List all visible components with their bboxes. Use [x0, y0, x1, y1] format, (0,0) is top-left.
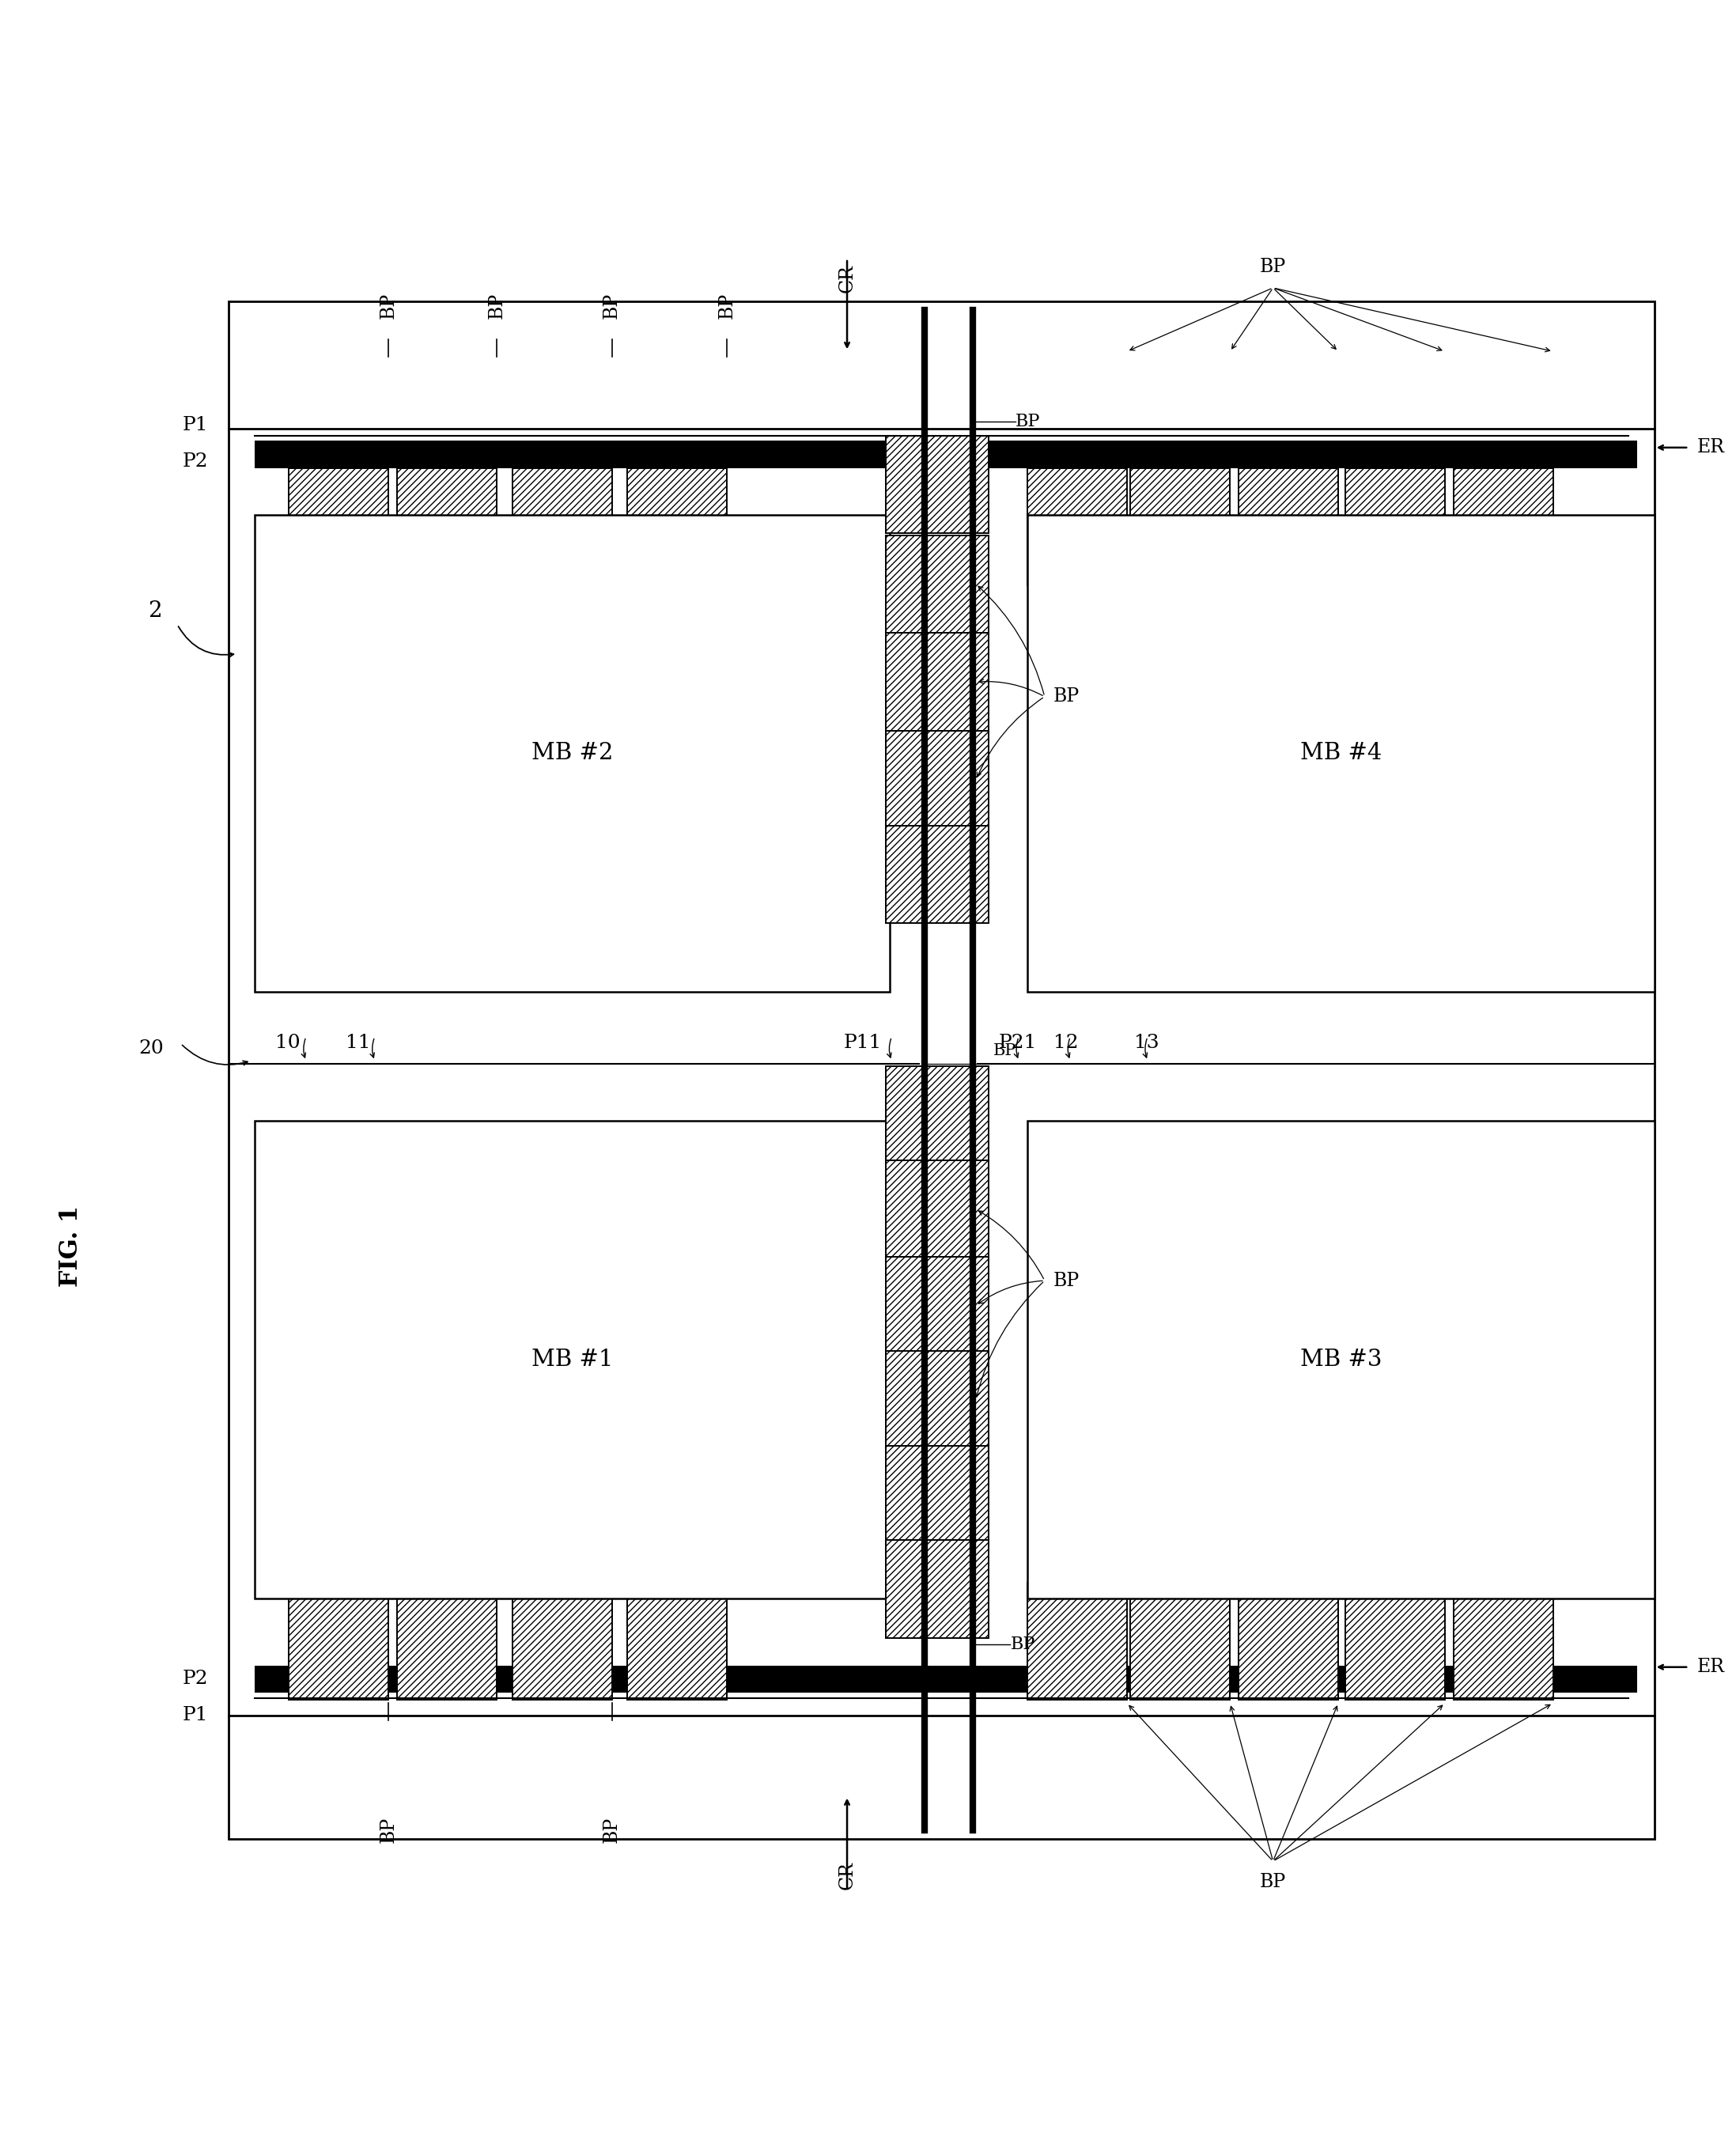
Text: BP: BP [993, 1042, 1016, 1057]
Text: BP: BP [602, 1816, 621, 1844]
Text: BP: BP [488, 292, 505, 318]
Bar [255, 1665, 1637, 1693]
Text: ER: ER [1698, 438, 1726, 456]
Text: CR: CR [838, 1861, 856, 1889]
Text: FIG. 1: FIG. 1 [59, 1206, 83, 1287]
Bar [1028, 1122, 1654, 1599]
Bar [229, 301, 1654, 1840]
Text: MB #2: MB #2 [531, 741, 613, 765]
Bar [885, 535, 990, 634]
Bar [1453, 468, 1554, 585]
Bar [288, 1584, 389, 1700]
Bar [885, 1446, 990, 1543]
Bar [1028, 1584, 1127, 1700]
Bar [627, 468, 727, 585]
Text: MB #1: MB #1 [531, 1350, 613, 1371]
Bar [1240, 1584, 1338, 1700]
Text: 12: 12 [1054, 1034, 1078, 1053]
Bar [885, 634, 990, 731]
Text: 20: 20 [139, 1040, 163, 1057]
Bar [1453, 1584, 1554, 1700]
Bar [398, 468, 496, 585]
Text: BP: BP [1054, 1272, 1080, 1289]
Text: BP: BP [1054, 688, 1080, 705]
Bar [255, 1122, 891, 1599]
Text: BP: BP [1010, 1635, 1035, 1653]
Bar [1345, 468, 1444, 585]
Text: P2: P2 [182, 1670, 208, 1689]
Bar [1130, 1584, 1231, 1700]
Bar [885, 1160, 990, 1259]
Text: 11: 11 [345, 1034, 370, 1053]
Bar [255, 441, 1637, 468]
Text: P1: P1 [182, 1706, 208, 1723]
Text: P2: P2 [182, 451, 208, 471]
Bar [398, 1584, 496, 1700]
Bar [512, 468, 611, 585]
Text: BP: BP [1016, 413, 1040, 430]
Text: BP: BP [602, 292, 621, 318]
Text: P1: P1 [182, 417, 208, 434]
Bar [627, 1584, 727, 1700]
Text: 2: 2 [148, 600, 161, 621]
Bar [885, 1352, 990, 1448]
Text: P21: P21 [998, 1034, 1036, 1053]
Text: BP: BP [380, 1816, 398, 1844]
Bar [885, 731, 990, 830]
Bar [885, 1257, 990, 1354]
Text: ER: ER [1698, 1659, 1726, 1676]
Bar [1240, 468, 1338, 585]
Bar [288, 468, 389, 585]
Bar [255, 514, 891, 993]
Text: CR: CR [838, 264, 856, 292]
Text: BP: BP [380, 292, 398, 318]
Text: BP: BP [1260, 1872, 1286, 1891]
Text: BP: BP [1260, 258, 1286, 277]
Text: 13: 13 [1134, 1034, 1160, 1053]
Text: MB #4: MB #4 [1300, 741, 1382, 765]
Text: BP: BP [717, 292, 736, 318]
Bar [1028, 468, 1127, 585]
Bar [1130, 468, 1231, 585]
Bar [885, 1541, 990, 1638]
Bar [885, 825, 990, 924]
Bar [512, 1584, 611, 1700]
Bar [885, 436, 990, 533]
Text: P11: P11 [844, 1034, 882, 1053]
Bar [1028, 514, 1654, 993]
Text: 10: 10 [274, 1034, 300, 1053]
Bar [885, 1066, 990, 1165]
Bar [1345, 1584, 1444, 1700]
Text: MB #3: MB #3 [1300, 1350, 1382, 1371]
